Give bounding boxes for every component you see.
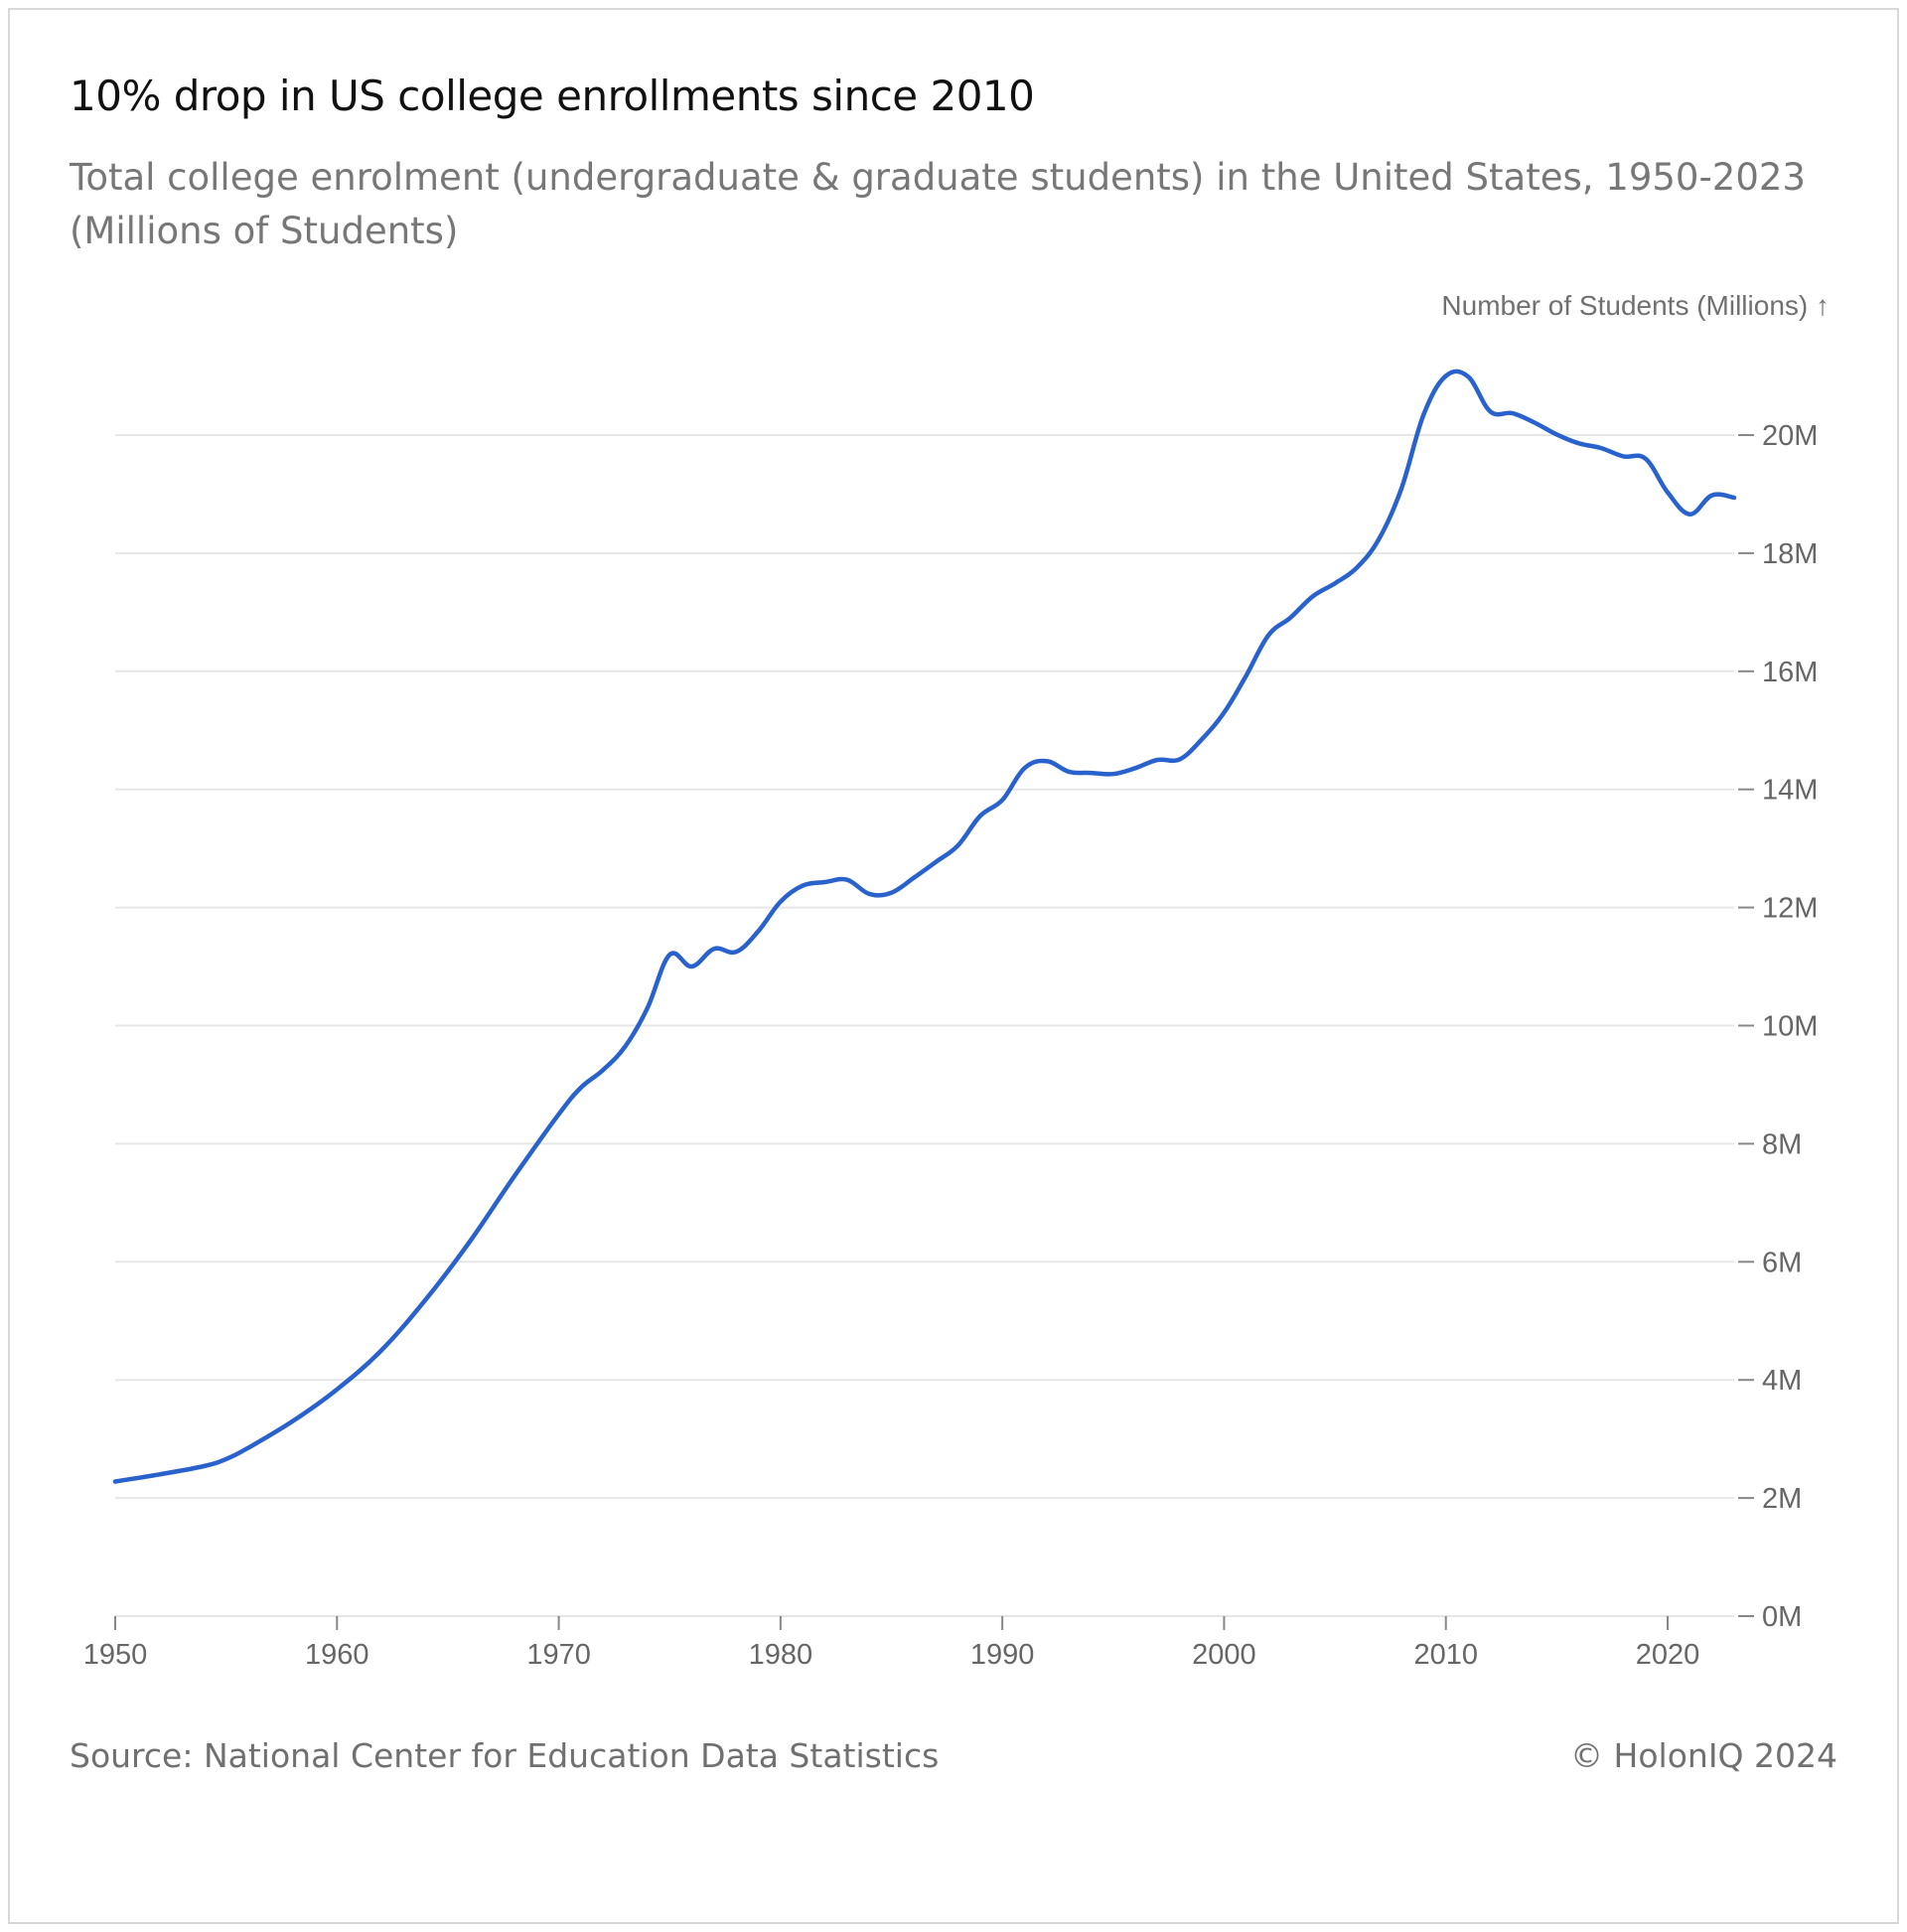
x-tick-label: 2010	[1413, 1639, 1478, 1671]
x-tick-label: 1980	[749, 1639, 813, 1671]
y-tick-label: 2M	[1762, 1483, 1802, 1515]
gridlines	[115, 434, 1734, 1617]
y-axis: 0M 2M 4M 6M 8M 10M 12M 14M 16M 18M 20M	[1738, 420, 1818, 1633]
x-tick-label: 2000	[1192, 1639, 1256, 1671]
x-tick-label: 1960	[305, 1639, 369, 1671]
x-tick-label: 1990	[970, 1639, 1035, 1671]
x-tick-label: 2020	[1636, 1639, 1700, 1671]
y-tick-label: 12M	[1762, 893, 1818, 925]
y-tick-label: 16M	[1762, 657, 1818, 688]
chart-card	[8, 8, 1899, 1924]
copyright-note: © HolonIQ 2024	[1570, 1736, 1837, 1775]
x-axis: 1950 1960 1970 1980 1990 2000 2010 2020	[83, 1616, 1700, 1671]
y-tick-label: 18M	[1762, 538, 1818, 570]
y-tick-label: 4M	[1762, 1365, 1802, 1397]
source-note: Source: National Center for Education Da…	[70, 1736, 940, 1775]
y-tick-label: 14M	[1762, 775, 1818, 807]
chart-title: 10% drop in US college enrollments since…	[70, 72, 1035, 120]
chart-subtitle: Total college enrolment (undergraduate &…	[70, 156, 1806, 252]
y-tick-label: 10M	[1762, 1011, 1818, 1043]
y-axis-title: Number of Students (Millions) ↑	[1441, 290, 1830, 321]
y-tick-label: 0M	[1762, 1601, 1802, 1633]
y-tick-label: 8M	[1762, 1128, 1802, 1160]
y-tick-label: 6M	[1762, 1247, 1802, 1278]
x-tick-label: 1950	[83, 1639, 148, 1671]
series	[112, 369, 1737, 1484]
y-tick-label: 20M	[1762, 420, 1818, 452]
series-line-enrollment	[112, 369, 1737, 1484]
x-tick-label: 1970	[526, 1639, 591, 1671]
